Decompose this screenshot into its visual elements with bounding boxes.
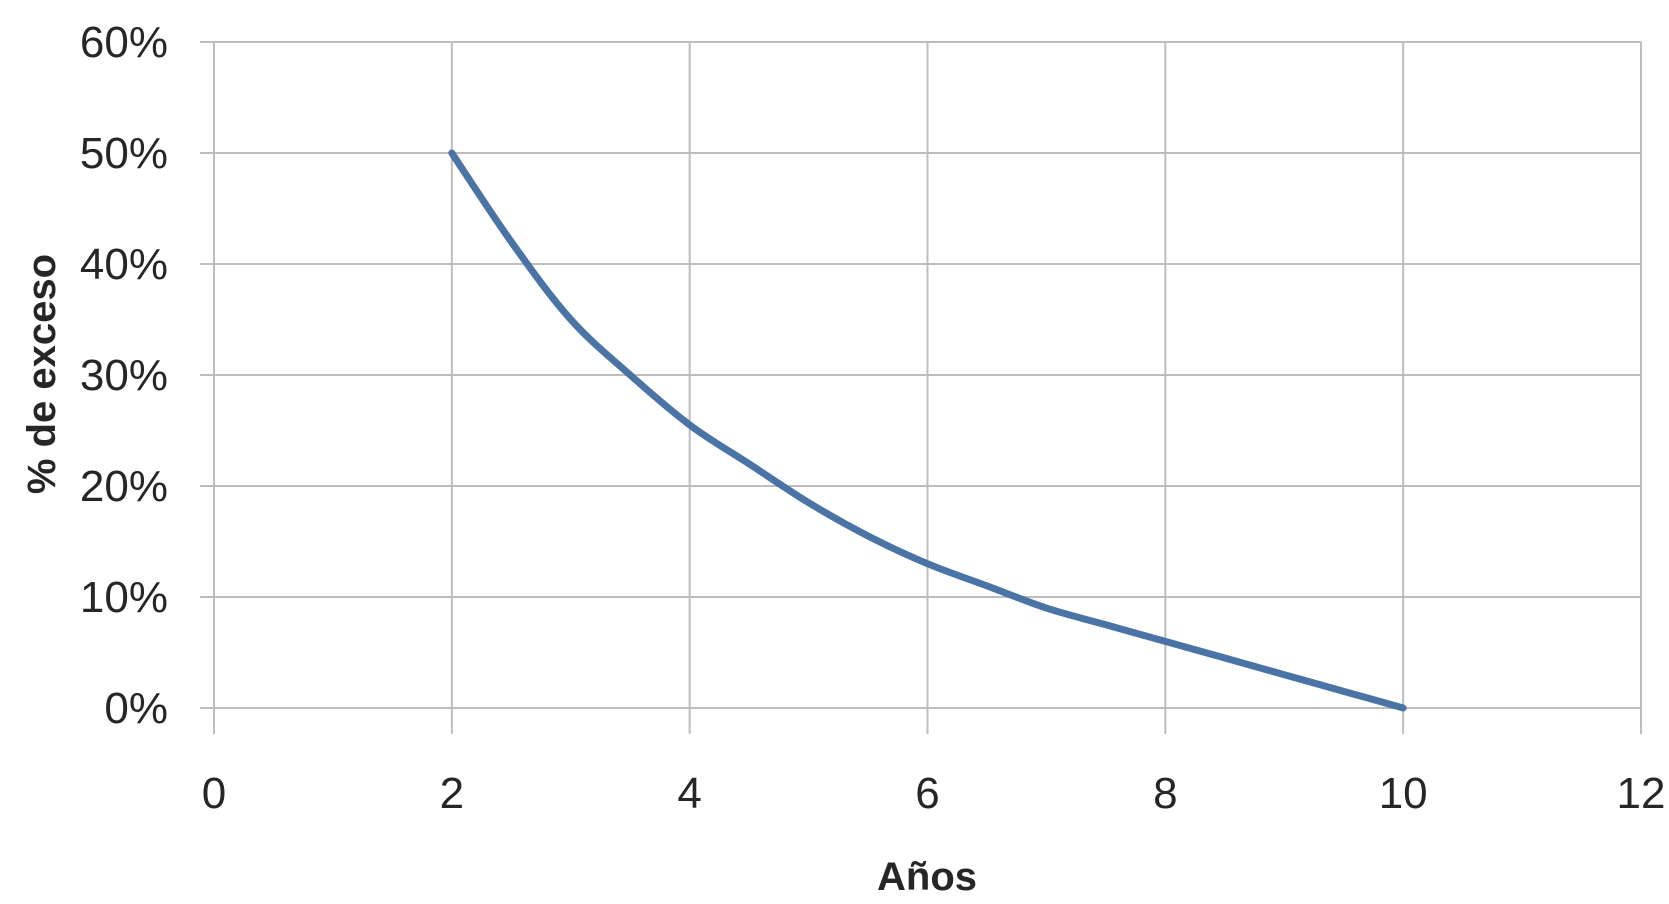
y-tick-label: 0% (104, 684, 168, 733)
y-axis-title: % de exceso (20, 254, 64, 494)
y-tick-label: 40% (80, 240, 168, 289)
x-tick-labels: 0 2 4 6 8 10 12 (202, 769, 1666, 818)
x-tick-label: 6 (915, 769, 939, 818)
y-tick-label: 60% (80, 18, 168, 67)
y-tick-label: 10% (80, 573, 168, 622)
y-tick-label: 30% (80, 351, 168, 400)
x-tick-label: 12 (1617, 769, 1666, 818)
grid (200, 41, 1642, 734)
x-axis-title: Años (877, 855, 977, 899)
x-tick-label: 0 (202, 769, 226, 818)
y-tick-label: 20% (80, 462, 168, 511)
x-tick-label: 4 (677, 769, 701, 818)
y-tick-labels: 0% 10% 20% 30% 40% 50% 60% (80, 18, 168, 733)
x-tick-label: 2 (440, 769, 464, 818)
series-layer (448, 149, 1407, 712)
y-tick-label: 50% (80, 129, 168, 178)
x-tick-label: 8 (1153, 769, 1177, 818)
series-line (448, 149, 1407, 712)
x-tick-label: 10 (1379, 769, 1428, 818)
